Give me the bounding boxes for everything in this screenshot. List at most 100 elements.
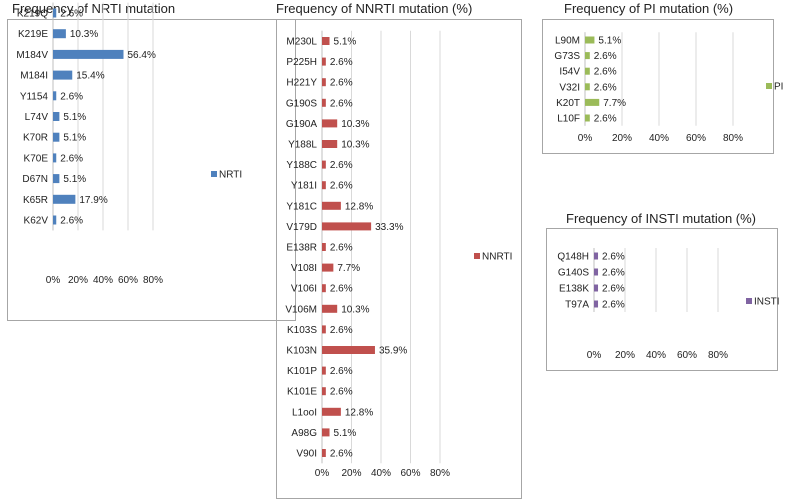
nnrti-x-tick-label: 80%: [430, 468, 450, 479]
pi-bar: [585, 98, 600, 106]
insti-data-label: 2.6%: [602, 252, 625, 263]
pi-data-label: 7.7%: [603, 98, 626, 109]
pi-legend-swatch: [766, 83, 772, 89]
nnrti-legend-swatch: [474, 253, 480, 259]
nrti-data-label: 5.1%: [63, 112, 86, 123]
nnrti-bar: [322, 119, 338, 128]
nrti-x-tick-label: 60%: [118, 275, 138, 286]
nnrti-category-label: L1ooI: [292, 407, 317, 418]
nrti-bar: [53, 194, 76, 204]
nrti-data-label: 15.4%: [76, 71, 104, 82]
nrti-x-tick-label: 40%: [93, 275, 113, 286]
insti-bar: [594, 284, 599, 292]
nrti-category-label: K65R: [23, 195, 48, 206]
pi-category-label: G73S: [554, 51, 580, 62]
pi-bar: [585, 114, 590, 122]
nnrti-category-label: M230L: [286, 37, 317, 48]
nrti-category-label: K219Q: [17, 9, 48, 20]
nnrti-data-label: 2.6%: [330, 325, 353, 336]
nnrti-x-tick-label: 20%: [341, 468, 361, 479]
nnrti-category-label: V90I: [296, 449, 317, 460]
nnrti-data-label: 5.1%: [334, 428, 357, 439]
nnrti-bar: [322, 37, 330, 45]
nnrti-bar: [322, 284, 326, 293]
insti-category-label: T97A: [565, 300, 589, 311]
nnrti-bar: [322, 222, 372, 231]
nrti-x-tick-label: 20%: [68, 275, 88, 286]
nnrti-category-label: K103N: [286, 346, 317, 357]
nnrti-data-label: 2.6%: [330, 78, 353, 89]
nnrti-category-label: Y188C: [286, 160, 317, 171]
nrti-category-label: D67N: [22, 174, 48, 185]
nnrti-bar: [322, 140, 338, 148]
nrti-category-label: K219E: [18, 29, 48, 40]
insti-category-label: E138K: [559, 284, 589, 295]
nnrti-data-label: 7.7%: [337, 263, 360, 274]
nnrti-data-label: 2.6%: [330, 57, 353, 68]
nrti-category-label: Y1154: [20, 91, 49, 102]
nrti-bar: [53, 49, 124, 59]
nrti-data-label: 17.9%: [79, 195, 107, 206]
nnrti-x-tick-label: 60%: [400, 468, 420, 479]
nrti-bar: [53, 29, 66, 39]
nrti-bar: [53, 153, 57, 163]
insti-bar: [594, 252, 599, 260]
nnrti-legend-label: NNRTI: [482, 252, 512, 263]
nnrti-bar: [322, 387, 326, 396]
nrti-x-tick-label: 80%: [143, 275, 163, 286]
nrti-bar: [53, 70, 73, 80]
nrti-bar: [53, 91, 57, 101]
insti-chart-frame: [546, 228, 778, 371]
pi-x-tick-label: 40%: [649, 133, 669, 144]
nrti-category-label: K70R: [23, 133, 48, 144]
insti-x-tick-label: 0%: [587, 350, 602, 361]
insti-x-tick-label: 60%: [677, 350, 697, 361]
nnrti-x-tick-label: 40%: [371, 468, 391, 479]
insti-x-tick-label: 80%: [708, 350, 728, 361]
nnrti-data-label: 2.6%: [330, 284, 353, 295]
nnrti-bar: [322, 304, 338, 313]
pi-bar: [585, 83, 590, 91]
insti-legend-swatch: [746, 298, 752, 304]
nrti-bar: [53, 215, 57, 225]
nnrti-data-label: 2.6%: [330, 387, 353, 398]
pi-x-tick-label: 80%: [723, 133, 743, 144]
nnrti-data-label: 33.3%: [375, 222, 403, 233]
nnrti-bar: [322, 346, 375, 354]
nnrti-category-label: G190S: [286, 98, 317, 109]
nnrti-bar: [322, 407, 341, 416]
pi-data-label: 2.6%: [594, 51, 617, 62]
nnrti-data-label: 10.3%: [341, 119, 369, 130]
pi-data-label: 5.1%: [598, 36, 621, 47]
nnrti-chart-title: Frequency of NNRTI mutation (%): [276, 1, 473, 16]
nnrti-category-label: Y188L: [288, 140, 317, 151]
nnrti-data-label: 2.6%: [330, 181, 353, 192]
nnrti-data-label: 35.9%: [379, 346, 407, 357]
nnrti-bar: [322, 57, 326, 66]
nnrti-data-label: 2.6%: [330, 449, 353, 460]
nrti-data-label: 2.6%: [60, 216, 83, 227]
pi-category-label: L90M: [555, 36, 580, 47]
pi-legend-label: PI: [774, 82, 783, 93]
nnrti-category-label: P225H: [286, 57, 317, 68]
nrti-category-label: K62V: [24, 216, 49, 227]
nrti-category-label: L74V: [25, 112, 49, 123]
nnrti-category-label: K103S: [287, 325, 317, 336]
nnrti-bar: [322, 201, 341, 210]
insti-data-label: 2.6%: [602, 284, 625, 295]
insti-data-label: 2.6%: [602, 300, 625, 311]
pi-chart-frame: [542, 19, 774, 154]
nnrti-category-label: H221Y: [286, 78, 317, 89]
pi-x-tick-label: 0%: [578, 133, 593, 144]
nnrti-bar: [322, 366, 326, 375]
nnrti-data-label: 10.3%: [341, 140, 369, 151]
nnrti-category-label: Y181I: [291, 181, 317, 192]
nnrti-bar: [322, 263, 334, 272]
nnrti-category-label: Y181C: [286, 201, 317, 212]
pi-data-label: 2.6%: [594, 67, 617, 78]
nrti-data-label: 2.6%: [60, 91, 83, 102]
nrti-x-tick-label: 0%: [46, 275, 61, 286]
insti-bar: [594, 300, 599, 308]
nrti-data-label: 56.4%: [128, 50, 156, 61]
insti-legend-label: INSTI: [754, 297, 780, 308]
